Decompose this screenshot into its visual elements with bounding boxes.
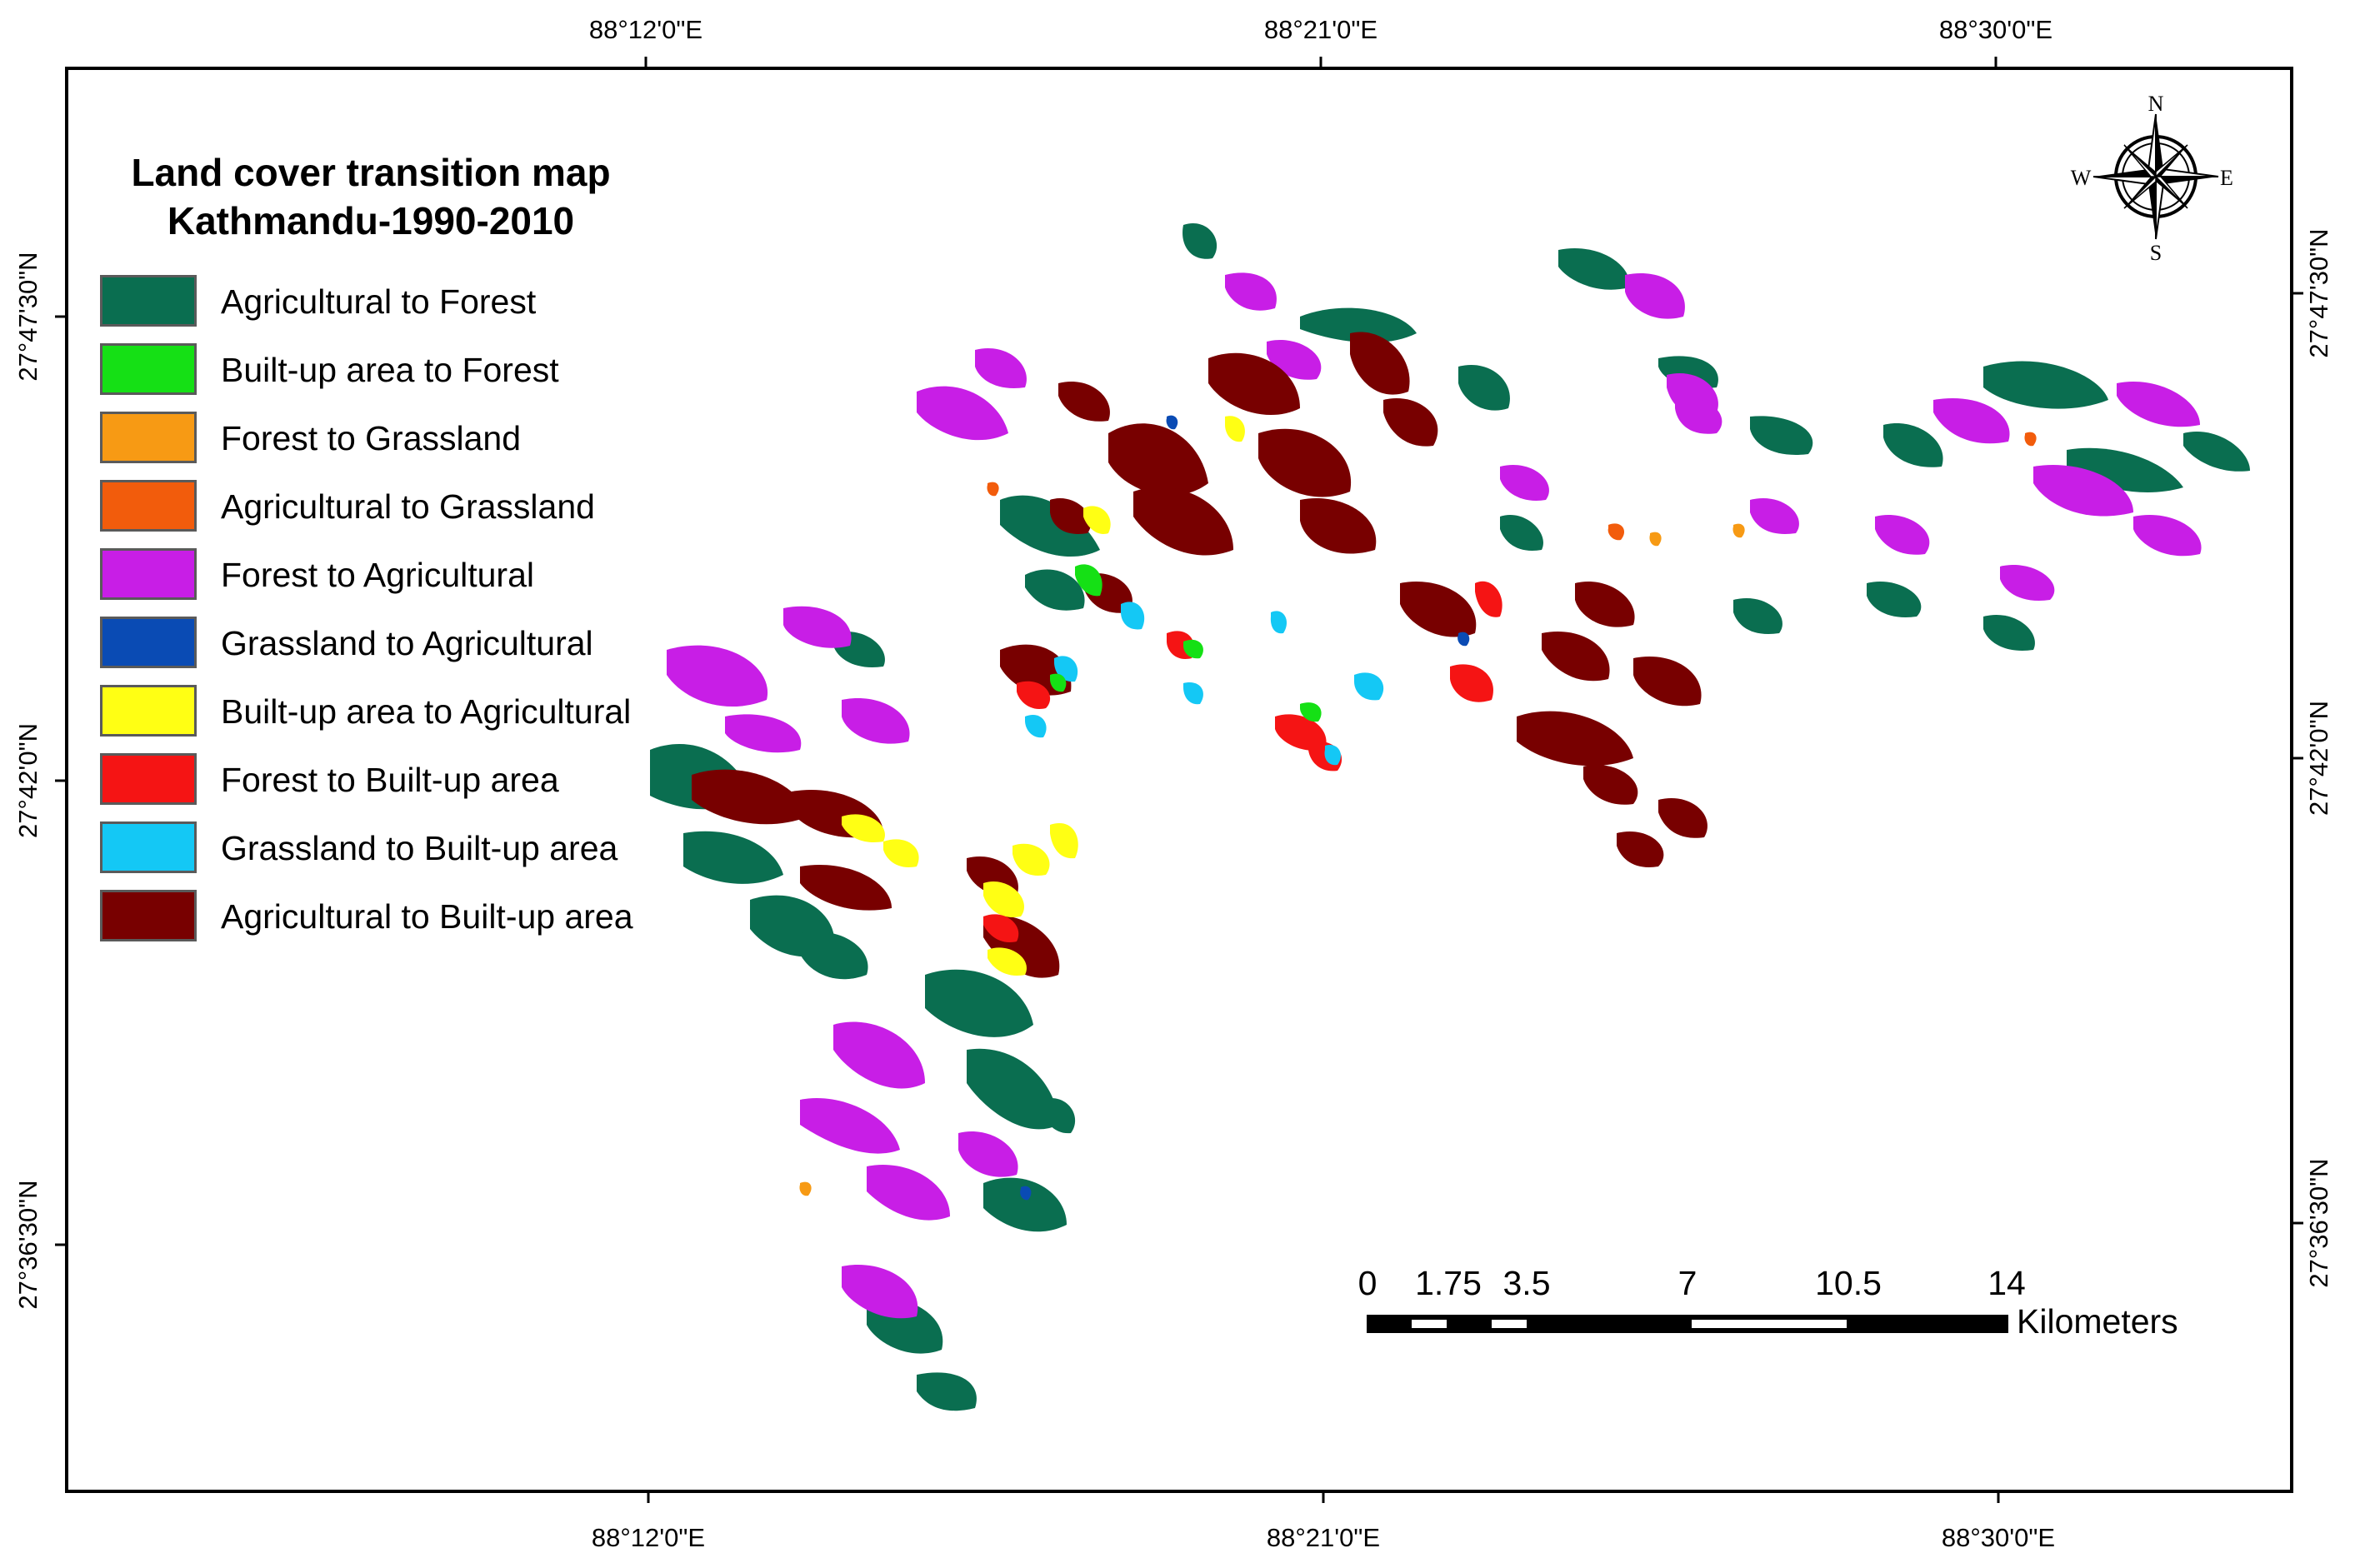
- scale-tick-4: 10.5: [1815, 1264, 1882, 1302]
- legend-swatch: [100, 275, 197, 327]
- left-lat-label-2: 27°42'0"N: [13, 723, 42, 838]
- scale-tick-2: 3.5: [1503, 1264, 1551, 1302]
- legend-swatch: [100, 412, 197, 463]
- graticule-ticks: [55, 57, 2303, 1503]
- legend-label: Agricultural to Forest: [221, 282, 537, 321]
- legend-swatch: [100, 343, 197, 395]
- legend-title-line-2: Kathmandu-1990-2010: [167, 199, 575, 242]
- transition-patches: [650, 223, 2250, 1411]
- legend-swatch: [100, 890, 197, 941]
- scale-tick-3: 7: [1678, 1264, 1698, 1302]
- compass-north-label: N: [2148, 92, 2164, 116]
- legend-label: Grassland to Built-up area: [221, 829, 618, 867]
- top-lon-label-3: 88°30'0"E: [1939, 15, 2052, 44]
- patches-agricultural-to-grassland: [987, 432, 2037, 541]
- patches-forest-to-grassland: [799, 523, 1745, 1196]
- legend-label: Built-up area to Forest: [221, 351, 559, 389]
- scale-unit-label: Kilometers: [2017, 1302, 2178, 1341]
- patches-forest-to-built-up: [983, 581, 1502, 942]
- bottom-lon-label-3: 88°30'0"E: [1942, 1523, 2055, 1552]
- compass-south-label: S: [2150, 241, 2162, 265]
- north-arrow-icon: [2092, 113, 2219, 240]
- patches-built-up-to-forest: [1050, 564, 1322, 722]
- legend-label: Agricultural to Grassland: [221, 487, 595, 526]
- patches-built-up-to-agricultural: [842, 416, 1245, 976]
- left-lat-label-3: 27°36'30"N: [13, 1180, 42, 1309]
- compass-east-label: E: [2220, 166, 2233, 190]
- patches-agricultural-to-built-up: [692, 332, 1708, 978]
- right-lat-label-3: 27°36'30"N: [2304, 1158, 2333, 1287]
- scale-tick-0: 0: [1358, 1264, 1378, 1302]
- scale-tick-5: 14: [1988, 1264, 2026, 1302]
- right-lat-label-2: 27°42'0"N: [2304, 701, 2333, 816]
- legend-swatch: [100, 617, 197, 668]
- legend-label: Grassland to Agricultural: [221, 624, 593, 662]
- legend-swatch: [100, 821, 197, 873]
- patches-forest-to-agricultural: [667, 272, 2202, 1319]
- top-lon-label-1: 88°12'0"E: [589, 15, 702, 44]
- legend-title-line-1: Land cover transition map: [131, 151, 611, 194]
- legend-swatch: [100, 548, 197, 600]
- legend-swatch: [100, 753, 197, 805]
- right-lat-label-1: 27°47'30"N: [2304, 228, 2333, 357]
- compass-west-label: W: [2071, 166, 2092, 190]
- legend-swatch: [100, 685, 197, 737]
- legend-label: Forest to Grassland: [221, 419, 522, 457]
- legend-label: Built-up area to Agricultural: [221, 692, 632, 731]
- map-frame: [65, 67, 2293, 1493]
- scale-tick-1: 1.75: [1415, 1264, 1482, 1302]
- bottom-lon-label-2: 88°21'0"E: [1267, 1523, 1380, 1552]
- legend-title: Land cover transition map Kathmandu-1990…: [75, 148, 667, 245]
- top-lon-label-2: 88°21'0"E: [1264, 15, 1378, 44]
- legend-label: Forest to Agricultural: [221, 556, 534, 594]
- legend-label: Forest to Built-up area: [221, 761, 559, 799]
- left-lat-label-1: 27°47'30"N: [13, 252, 42, 381]
- legend-swatch: [100, 480, 197, 532]
- bottom-lon-label-1: 88°12'0"E: [592, 1523, 705, 1552]
- legend-label: Agricultural to Built-up area: [221, 897, 633, 936]
- patches-grassland-to-agricultural: [1020, 415, 1470, 1201]
- scale-bar: [1367, 1315, 2008, 1333]
